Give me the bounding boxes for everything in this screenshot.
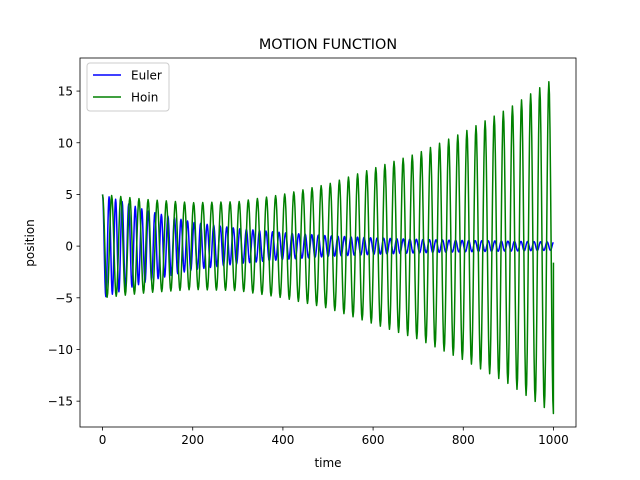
x-axis-ticks: 0 200 400 600 800 1000 — [99, 427, 569, 447]
legend-label-euler: Euler — [131, 69, 162, 83]
y-tick-label: −15 — [48, 395, 73, 409]
plot-lines — [101, 80, 555, 415]
x-tick-label: 200 — [181, 433, 204, 447]
x-tick-label: 400 — [271, 433, 294, 447]
chart-title: MOTION FUNCTION — [259, 37, 397, 53]
legend-label-hoin: Hoin — [131, 91, 158, 105]
y-axis-ticks: −15 −10 −5 0 5 10 15 — [48, 85, 80, 409]
x-tick-label: 600 — [362, 433, 385, 447]
series-line-hoin — [101, 80, 555, 415]
y-tick-label: 10 — [58, 136, 73, 150]
y-tick-label: 0 — [65, 240, 73, 254]
y-tick-label: 5 — [65, 188, 73, 202]
legend: Euler Hoin — [86, 62, 170, 112]
y-tick-label: 15 — [58, 85, 73, 99]
x-axis-label: time — [314, 456, 341, 470]
x-tick-label: 800 — [452, 433, 475, 447]
y-tick-label: −5 — [55, 291, 73, 305]
x-tick-label: 1000 — [538, 433, 569, 447]
y-axis-label: position — [23, 219, 37, 267]
plot-frame — [79, 57, 577, 428]
x-tick-label: 0 — [99, 433, 107, 447]
y-tick-label: −10 — [48, 343, 73, 357]
